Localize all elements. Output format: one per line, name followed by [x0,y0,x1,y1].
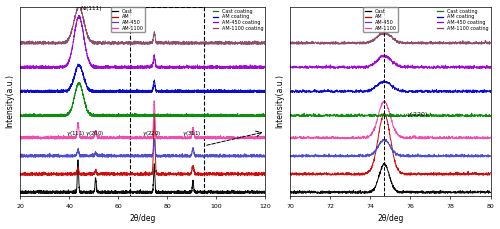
Y-axis label: Intensity(a.u.): Intensity(a.u.) [6,74,15,128]
Legend: Cast coating, AM coating, AM-450 coating, AM-1100 coating: Cast coating, AM coating, AM-450 coating… [211,7,266,32]
Legend: Cast coating, AM coating, AM-450 coating, AM-1100 coating: Cast coating, AM coating, AM-450 coating… [436,7,490,32]
X-axis label: 2θ/deg: 2θ/deg [130,214,156,224]
Y-axis label: Intensity(a.u.): Intensity(a.u.) [276,74,284,128]
Text: $\gamma$(220): $\gamma$(220) [406,110,428,119]
Text: $\gamma$(111): $\gamma$(111) [66,129,85,138]
Text: $\gamma$(311): $\gamma$(311) [182,129,202,138]
Text: $\gamma$(220): $\gamma$(220) [142,129,161,138]
X-axis label: 2θ/deg: 2θ/deg [377,214,404,224]
Text: $\gamma$(200): $\gamma$(200) [85,129,104,138]
Bar [130,7,204,196]
Text: Ni(111): Ni(111) [80,6,102,11]
